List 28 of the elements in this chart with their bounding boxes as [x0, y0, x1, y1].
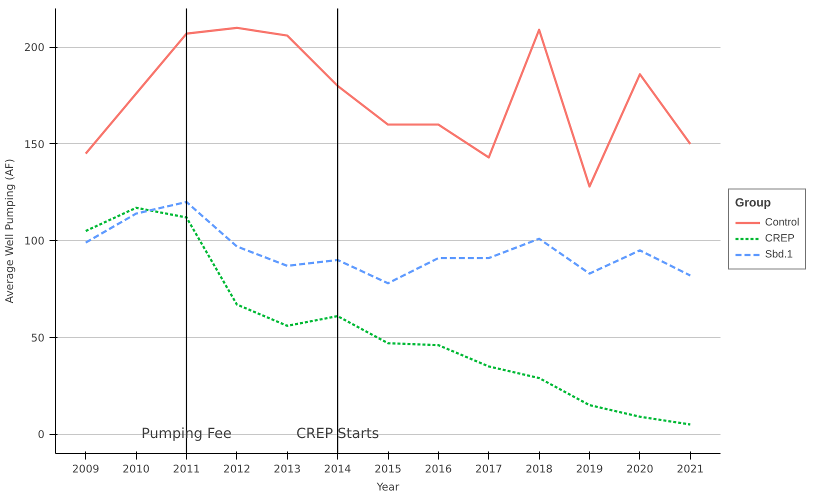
- legend-label: CREP: [765, 231, 795, 246]
- line-series: [84, 206, 692, 426]
- x-tick-label: 2018: [526, 462, 553, 476]
- line-series: [84, 26, 692, 188]
- x-tick-label: 2016: [424, 462, 452, 476]
- x-tick-label: 2013: [274, 462, 301, 476]
- y-tick-label: 100: [24, 234, 45, 248]
- y-tick-label: 50: [30, 331, 45, 344]
- x-tick-label: 2019: [576, 462, 604, 476]
- x-tick-label: 2015: [374, 462, 402, 476]
- x-tick-label: 2009: [72, 462, 100, 476]
- x-axis-title: Year: [376, 480, 400, 492]
- x-tick-label: 2021: [676, 462, 704, 476]
- x-tick-label: 2011: [172, 462, 200, 476]
- x-tick-label: 2020: [626, 462, 654, 476]
- legend-title: Group: [735, 195, 772, 209]
- y-tick-label: 200: [24, 41, 45, 54]
- x-tick-label: 2012: [223, 462, 250, 476]
- line-series: [84, 200, 692, 284]
- legend-label: Sbd.1: [765, 247, 793, 262]
- legend-label: Control: [765, 215, 800, 230]
- x-tick-label: 2017: [475, 462, 502, 476]
- y-tick-label: 0: [38, 428, 45, 442]
- x-tick-label: 2010: [122, 462, 150, 476]
- ref-line-label: CREP Starts: [296, 426, 380, 442]
- y-axis-title: Average Well Pumping (AF): [3, 158, 16, 304]
- x-tick-label: 2014: [324, 462, 352, 476]
- y-tick-label: 150: [24, 138, 45, 151]
